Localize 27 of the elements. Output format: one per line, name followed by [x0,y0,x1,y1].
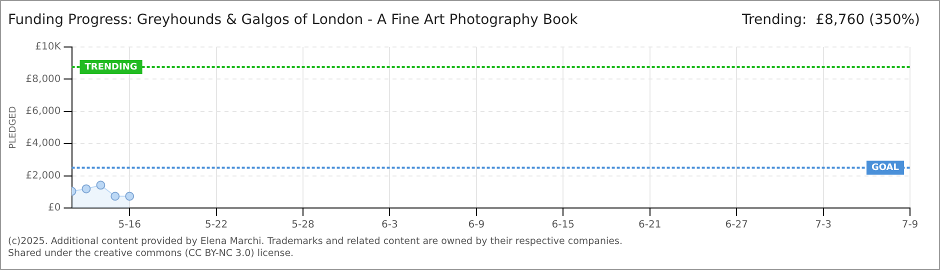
y-tick-label: £4,000 [26,138,61,150]
y-tick-label: £0 [48,202,61,214]
x-tick-label: 5-16 [118,220,141,231]
y-tick-label: £10K [35,42,62,53]
x-tick-label: 5-28 [292,220,314,231]
y-tick-label: £2,000 [26,170,61,182]
x-tick-label: 6-27 [725,220,748,231]
y-axis-title: PLEDGED [8,106,19,149]
x-tick-label: 7-3 [815,220,832,231]
ref-line-label: GOAL [872,163,900,174]
point [82,184,91,194]
point [96,180,106,190]
point [125,192,134,201]
chart-title: Funding Progress: Greyhounds & Galgos of London - A Fine Art Photography Book [8,12,578,28]
x-tick-label: 7-9 [902,220,918,231]
y-tick-label: £6,000 [26,106,61,117]
x-tick-label: 6-9 [468,220,485,231]
x-tick-label: 6-3 [382,220,398,231]
text: Shared under the creative commons (CC BY-NC 3.0) license. [8,248,295,260]
x-tick-label: 6-21 [638,220,662,231]
y-tick-label: £8,000 [26,74,61,85]
ref-line-label: TRENDING [84,62,138,72]
point [110,192,120,201]
text: (c)2025. Additional content provided by Elena Marchi. Trademarks and related content are owned by their respective companies. [8,236,622,248]
x-tick-label: 5-22 [204,220,228,231]
x-tick-label: 6-15 [552,220,575,231]
chart-subtitle: Trending: £8,760 (350%) [742,12,920,28]
